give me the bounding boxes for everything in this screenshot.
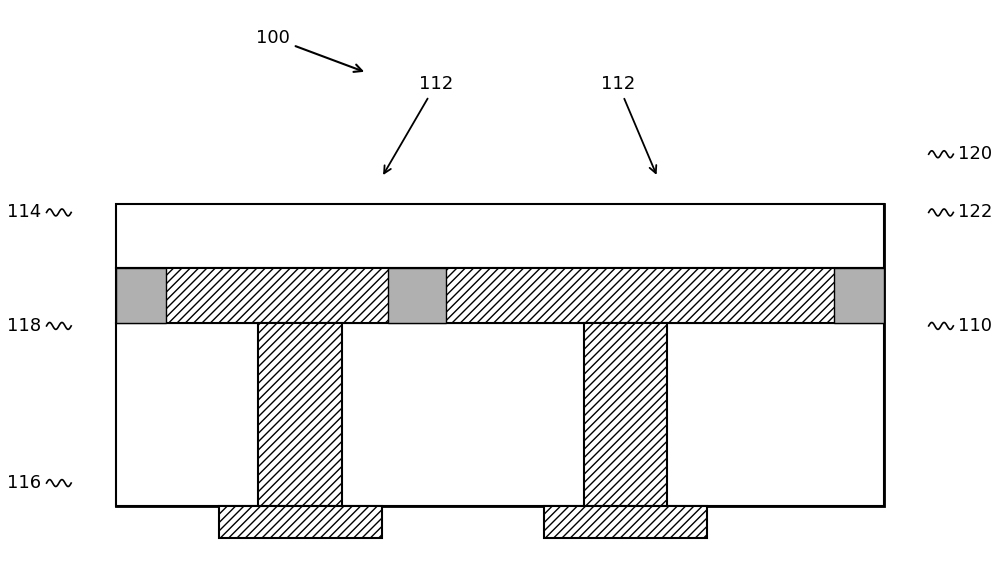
Bar <box>116 204 884 506</box>
Bar <box>584 323 667 506</box>
Text: 120: 120 <box>958 146 992 163</box>
Text: 114: 114 <box>7 204 42 221</box>
Bar <box>834 268 884 323</box>
Bar <box>116 268 884 323</box>
Bar <box>116 268 166 323</box>
Text: 122: 122 <box>958 204 993 221</box>
Text: 110: 110 <box>958 317 992 335</box>
Text: 116: 116 <box>7 474 42 492</box>
Bar <box>544 506 707 538</box>
Bar <box>116 204 884 268</box>
Bar <box>258 323 342 506</box>
Text: 100: 100 <box>256 29 362 72</box>
Text: 118: 118 <box>7 317 42 335</box>
Bar <box>219 506 382 538</box>
Text: 112: 112 <box>601 76 656 173</box>
Bar <box>116 323 884 506</box>
Bar <box>388 268 446 323</box>
Text: 112: 112 <box>384 76 453 173</box>
